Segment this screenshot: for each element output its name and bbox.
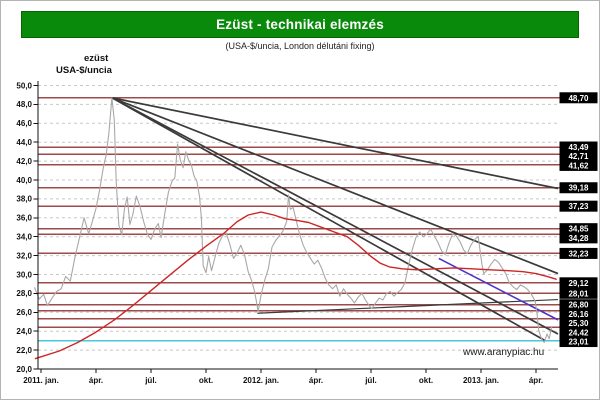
x-tick-label: ápr.	[529, 376, 543, 385]
watermark-url: www.aranypiac.hu	[463, 347, 545, 358]
price-label-box	[559, 200, 598, 212]
price-label-box	[559, 92, 598, 104]
price-label-text: 43,49	[568, 143, 589, 152]
price-label-text: 24,42	[568, 328, 589, 337]
price-label-text: 37,23	[568, 202, 589, 211]
page-title: Ezüst - technikai elemzés	[216, 17, 384, 32]
y-tick-label: 20,0	[16, 365, 32, 374]
y-tick-label: 48,0	[16, 100, 32, 109]
price-label-text: 32,23	[568, 249, 589, 258]
price-label-box	[559, 159, 598, 171]
price-label-box	[559, 247, 598, 259]
price-label-box	[559, 336, 598, 348]
y-tick-label: 34,0	[16, 233, 32, 242]
price-label-text: 23,01	[568, 338, 589, 347]
trendlines	[111, 96, 559, 342]
y-tick-label: 38,0	[16, 195, 32, 204]
price-label-box	[559, 223, 598, 235]
silver-london-pm-fixing-line	[34, 97, 553, 344]
x-tick-label: ápr.	[89, 376, 103, 385]
y-tick-label: 46,0	[16, 119, 32, 128]
y-tick-label: 28,0	[16, 289, 32, 298]
x-tick-label: 2011. jan.	[23, 376, 59, 385]
fan-line-2	[111, 96, 559, 275]
price-label-text: 26,16	[568, 310, 589, 319]
fan-line-4	[111, 97, 546, 342]
horizontal-levels	[38, 97, 560, 342]
price-label-box	[559, 232, 598, 244]
x-tick-label: júl.	[144, 376, 157, 385]
price-label-text: 48,70	[568, 94, 589, 103]
price-label-text: 34,85	[568, 225, 589, 234]
price-label-box	[559, 326, 598, 338]
price-label-box	[559, 317, 598, 329]
x-tick-label: okt.	[419, 376, 433, 385]
price-label-text: 26,80	[568, 301, 589, 310]
price-label-text: 34,28	[568, 234, 589, 243]
price-label-text: 42,71	[568, 152, 589, 161]
fan-line-3	[111, 97, 559, 335]
y-tick-label: 42,0	[16, 157, 32, 166]
x-tick-label: 2012. jan.	[243, 376, 279, 385]
price-label-box	[559, 287, 598, 299]
y-tick-label: 40,0	[16, 176, 32, 185]
y-tick-label: 44,0	[16, 138, 32, 147]
moving-average-line	[34, 211, 557, 360]
y-tick-label: 36,0	[16, 214, 32, 223]
x-tick-label: júl.	[364, 376, 377, 385]
y-tick-label: 30,0	[16, 270, 32, 279]
y-axis-unit-label: USA-$/uncia	[56, 65, 112, 76]
y-tick-label: 22,0	[16, 346, 32, 355]
axes: 20,0 22,0 24,0 26,0 28,0 30,0 32,0 34,0 36,0 38,0…	[16, 81, 558, 385]
price-label-box	[559, 308, 598, 320]
price-label-box	[559, 150, 598, 162]
price-label-box	[559, 141, 598, 153]
price-label-box	[559, 299, 598, 311]
price-label-box	[559, 277, 598, 289]
chart-subtitle: (USA-$/uncia, London délutáni fixing)	[225, 41, 375, 51]
y-tick-label: 32,0	[16, 251, 32, 260]
title-banner: Ezüst - technikai elemzés	[21, 11, 579, 38]
price-label-text: 29,12	[568, 279, 589, 288]
x-tick-label: okt.	[199, 376, 213, 385]
x-tick-label: 2013. jan.	[463, 376, 499, 385]
series-name-label: ezüst	[84, 53, 109, 64]
price-series	[34, 97, 557, 360]
y-tick-label: 24,0	[16, 327, 32, 336]
price-label-text: 41,62	[568, 161, 589, 170]
price-label-box	[559, 182, 598, 194]
price-label-text: 39,18	[568, 184, 589, 193]
rising-support-line	[257, 298, 559, 314]
y-tick-label: 26,0	[16, 308, 32, 317]
fan-line-1	[111, 96, 559, 190]
y-tick-label: 50,0	[16, 81, 32, 90]
price-label-text: 28,01	[568, 289, 589, 298]
price-label-text: 25,30	[568, 319, 589, 328]
x-tick-label: ápr.	[309, 376, 323, 385]
